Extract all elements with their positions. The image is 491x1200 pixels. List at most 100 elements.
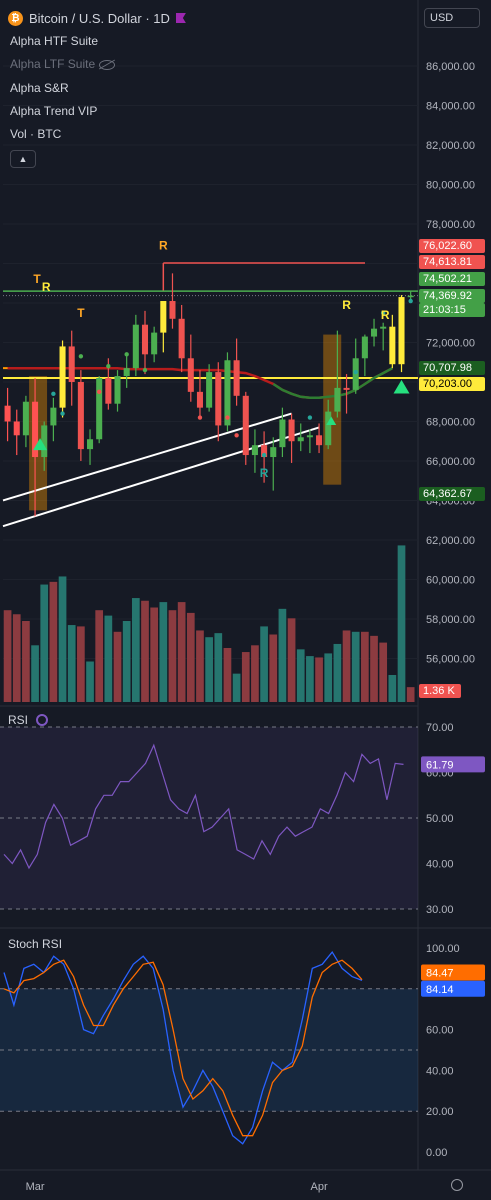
rsi-pane-title[interactable]: RSI [8, 713, 49, 727]
legend-item-htf[interactable]: Alpha HTF Suite [10, 34, 99, 48]
candle-body [169, 301, 176, 319]
volume-bar [251, 645, 259, 702]
stoch-tick-label: 60.00 [426, 1025, 454, 1037]
y-tick-label: 68,000.00 [426, 416, 475, 428]
symbol-header[interactable]: ₿ Bitcoin / U.S. Dollar · 1D [8, 10, 186, 26]
candle-body [59, 346, 66, 408]
x-tick-label: Mar [26, 1181, 45, 1193]
hidden-eye-icon[interactable] [99, 59, 116, 70]
signal-dot [60, 411, 65, 416]
signal-letter: R [42, 280, 51, 294]
y-tick-label: 60,000.00 [426, 574, 475, 586]
volume-bar [3, 610, 12, 702]
signal-dot [261, 452, 267, 458]
currency-select[interactable]: USD [424, 8, 480, 28]
stoch-d-value: 84.47 [426, 967, 454, 979]
candle-body [13, 421, 20, 436]
rsi-line [3, 743, 404, 870]
stoch-k-value: 84.14 [426, 984, 454, 996]
y-tick-label: 62,000.00 [426, 535, 475, 547]
candle-body [270, 447, 277, 458]
chevron-up-icon: ▲ [18, 154, 28, 164]
volume-bar [406, 687, 415, 702]
price-tag: 1.36 K [419, 684, 461, 698]
candle-body [132, 324, 139, 369]
candle-body [187, 358, 194, 392]
volume-bar [122, 621, 131, 702]
volume-bar [232, 673, 241, 702]
candle-body [114, 376, 121, 404]
rsi-last-tag [421, 756, 485, 773]
candle-body [224, 360, 231, 426]
settings-icon[interactable] [451, 1179, 463, 1191]
candle-body [398, 297, 405, 365]
candle-body [160, 301, 167, 333]
candle-body [77, 381, 84, 450]
volume-bar [205, 637, 213, 702]
legend-item-trend[interactable]: Alpha Trend VIP [10, 104, 98, 118]
stoch-line-stoch_d [3, 959, 363, 1137]
signal-dot [353, 369, 358, 375]
trend-ma-line-bull [272, 367, 393, 400]
candle-body [261, 445, 268, 458]
volume-bar [49, 581, 58, 702]
signal-letter: T [77, 306, 85, 320]
volume-bar [361, 631, 369, 702]
candle-body [123, 368, 130, 377]
signal-dot [151, 344, 157, 349]
candle-body [215, 372, 222, 426]
volume-bar [342, 630, 351, 702]
stoch-tick-label: 100.00 [426, 943, 460, 955]
legend-item-ltf[interactable]: Alpha LTF Suite [10, 57, 116, 71]
volume-bar [370, 635, 378, 702]
candle-body [141, 324, 149, 355]
x-tick-label: Apr [310, 1181, 327, 1193]
collapse-legend-button[interactable]: ▲ [10, 150, 36, 168]
candle-body [380, 326, 387, 329]
candle-body [297, 437, 304, 442]
volume-bar [86, 661, 94, 702]
volume-bar [186, 612, 195, 702]
legend-item-volume[interactable]: Vol · BTC [10, 127, 62, 141]
volume-bar [31, 645, 39, 702]
signal-dot [197, 415, 203, 420]
price-tag: 70,203.00 [419, 377, 485, 391]
signal-dot [225, 415, 230, 420]
stoch-rsi-pane-title[interactable]: Stoch RSI [8, 937, 63, 951]
bitcoin-logo-icon: ₿ [8, 10, 23, 26]
signal-letter: R [342, 298, 351, 312]
candle-body [407, 295, 414, 298]
volume-bar [241, 652, 250, 702]
volume-bar [223, 648, 232, 702]
candle-body [87, 439, 94, 450]
candle-body [242, 395, 249, 456]
y-tick-label: 72,000.00 [426, 337, 475, 349]
price-tag: 76,022.60 [419, 239, 485, 253]
candle-body [325, 411, 332, 446]
candle-body [178, 318, 185, 359]
candle-body [233, 360, 240, 396]
signal-dot [408, 298, 413, 304]
stoch-tick-label: 40.00 [426, 1065, 454, 1077]
buy-triangle-icon [33, 438, 48, 451]
legend-item-snr[interactable]: Alpha S&R [10, 81, 69, 95]
volume-bar [397, 545, 406, 702]
candle-body [306, 435, 313, 438]
price-tag: 74,369.92 [419, 289, 485, 303]
signal-dot [78, 354, 84, 359]
volume-bar [141, 600, 149, 702]
price-tag: 70,707.98 [419, 361, 485, 375]
volume-bar [324, 653, 333, 702]
volume-bar [278, 608, 287, 702]
candle-body [343, 387, 350, 390]
candle-body [196, 391, 203, 408]
volume-bar [159, 602, 168, 702]
price-tag: 21:03:15 [419, 303, 485, 317]
flag-icon[interactable] [175, 13, 186, 23]
signal-letter: R [159, 239, 168, 253]
refresh-icon[interactable] [36, 714, 49, 726]
y-tick-label: 84,000.00 [426, 100, 475, 112]
signal-dot [188, 360, 194, 365]
